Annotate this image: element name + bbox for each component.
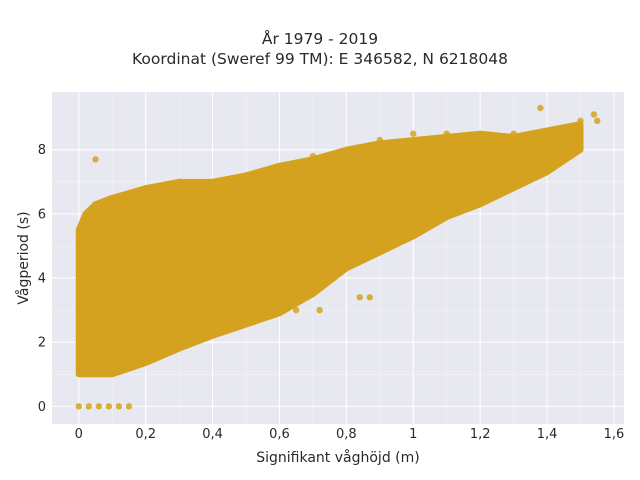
y-tick-label: 2: [38, 336, 46, 351]
y-tick-labels: 0 2 4 6 8: [38, 143, 46, 415]
x-tick-label: 0,4: [202, 427, 223, 442]
y-tick-label: 6: [38, 207, 46, 222]
data-point: [109, 351, 116, 359]
data-point: [78, 364, 86, 372]
data-point: [316, 306, 323, 314]
data-point: [92, 156, 99, 163]
data-point: [292, 306, 300, 314]
x-tick-label: 0,2: [135, 427, 156, 442]
x-tick-label: 1,6: [604, 427, 625, 442]
chart-subtitle: Koordinat (Sweref 99 TM): E 346582, N 62…: [132, 50, 508, 68]
x-tick-label: 0,8: [336, 427, 357, 442]
data-point: [82, 339, 89, 346]
data-point: [443, 178, 450, 186]
data-point: [209, 310, 216, 317]
data-point: [192, 297, 200, 304]
data-point: [109, 201, 116, 208]
data-point: [115, 403, 123, 410]
data-point: [537, 104, 544, 112]
y-tick-label: 0: [38, 400, 46, 415]
x-tick-label: 1: [409, 427, 417, 442]
data-point: [376, 194, 384, 202]
data-point: [78, 290, 86, 298]
data-point: [226, 281, 233, 288]
data-point: [560, 127, 567, 134]
data-point: [259, 274, 266, 282]
x-tick-labels: 0 0,2 0,4 0,6 0,8 1 1,2 1,4 1,6: [75, 427, 625, 442]
data-point: [510, 130, 517, 137]
x-axis-label: Signifikant våghöjd (m): [256, 449, 419, 466]
data-point: [175, 178, 183, 186]
data-point: [476, 178, 484, 186]
data-points: [75, 104, 601, 410]
data-point: [343, 146, 350, 153]
data-point: [85, 217, 92, 224]
chart-title: År 1979 - 2019: [261, 30, 379, 48]
data-point: [366, 294, 373, 301]
data-point: [476, 130, 484, 137]
data-point: [443, 130, 450, 137]
data-point: [510, 162, 517, 169]
y-tick-label: 4: [38, 272, 46, 287]
data-point: [85, 403, 92, 410]
point-cloud-region: [75, 121, 584, 378]
data-point: [594, 117, 601, 125]
data-point: [259, 310, 266, 317]
data-point: [125, 339, 133, 346]
data-point: [209, 178, 216, 186]
y-axis-label: Vågperiod (s): [15, 211, 32, 304]
data-point: [326, 249, 333, 256]
data-point: [125, 403, 133, 410]
x-tick-label: 0: [75, 427, 83, 442]
point-cloud: [75, 121, 584, 378]
data-point: [92, 201, 99, 208]
data-point: [376, 136, 384, 144]
data-point: [175, 329, 183, 336]
data-point: [95, 364, 103, 372]
data-point: [276, 255, 283, 263]
x-tick-label: 1,2: [470, 427, 491, 442]
data-point: [125, 194, 133, 202]
data-point: [309, 152, 317, 160]
data-point: [82, 249, 89, 256]
data-point: [242, 242, 250, 250]
data-point: [577, 117, 584, 125]
data-point: [410, 130, 417, 137]
data-point: [242, 172, 250, 179]
data-point: [543, 152, 551, 160]
x-tick-label: 1,4: [537, 427, 558, 442]
data-point: [105, 403, 113, 410]
data-point: [356, 294, 363, 301]
data-point: [590, 111, 598, 118]
data-point: [142, 322, 149, 330]
data-point: [95, 403, 103, 410]
y-tick-label: 8: [38, 143, 46, 158]
data-point: [142, 185, 149, 192]
data-point: [102, 204, 109, 211]
data-point: [276, 162, 283, 169]
data-point: [309, 226, 317, 234]
x-tick-label: 0,6: [269, 427, 290, 442]
data-point: [75, 403, 82, 410]
